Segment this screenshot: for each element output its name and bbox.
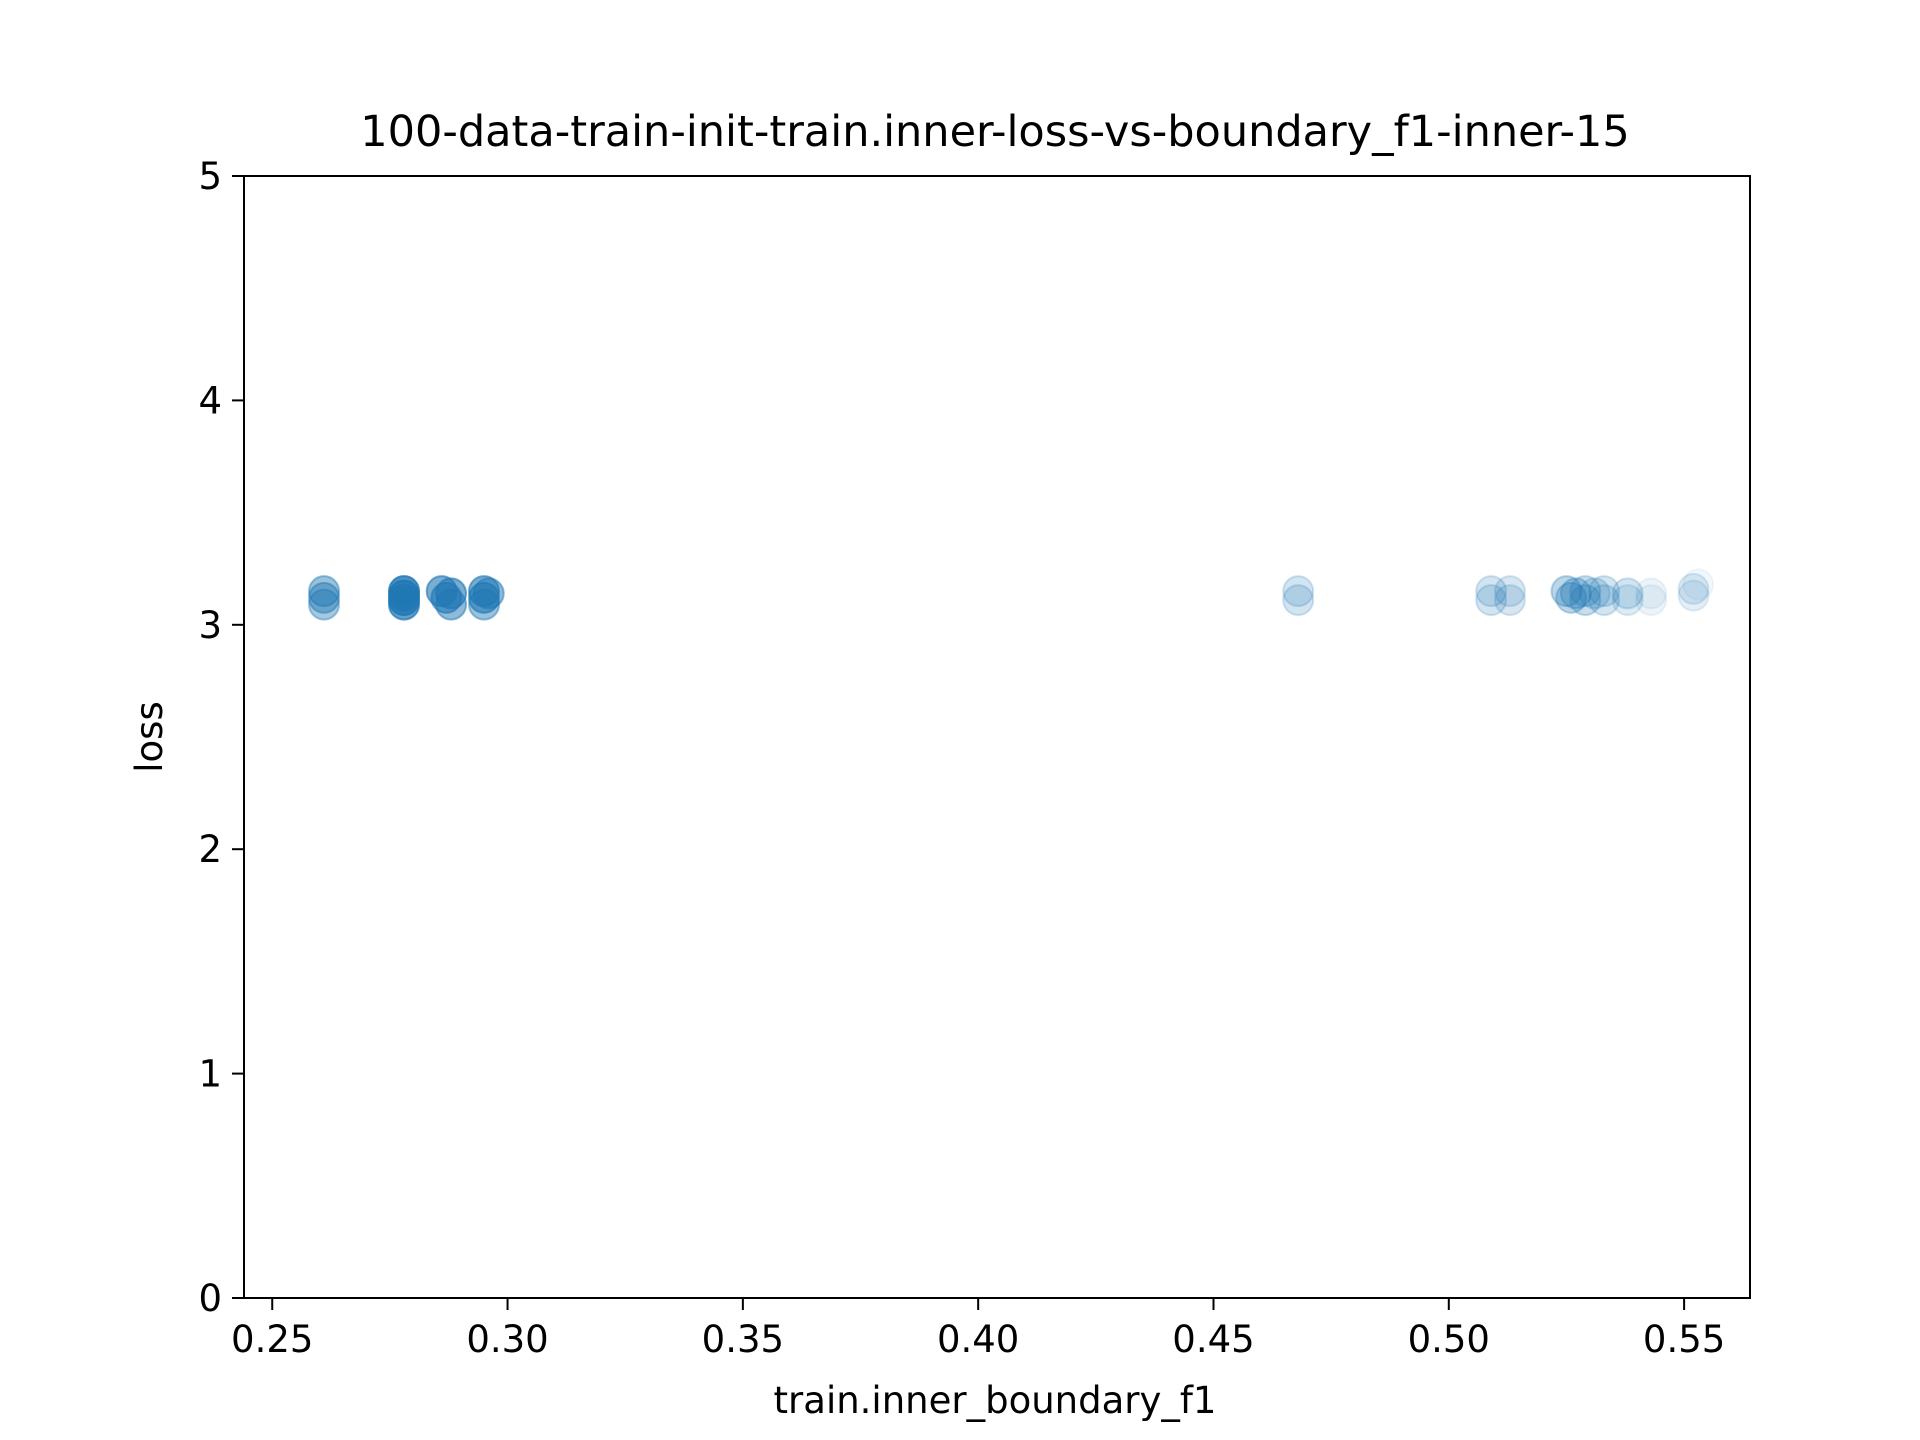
x-axis: 0.25 0.30 0.35 0.40 0.45 0.50 0.55	[231, 1298, 1725, 1361]
data-point-0-35	[1682, 568, 1715, 601]
data-point-0-15	[1282, 575, 1315, 608]
data-point-0-0	[308, 575, 341, 608]
x-tick-label-1: 0.30	[466, 1318, 548, 1361]
x-tick-label-6: 0.55	[1643, 1318, 1725, 1361]
data-point-0-22	[1555, 581, 1588, 614]
y-tick-label-4: 4	[198, 379, 222, 422]
data-point-0-14	[468, 588, 501, 621]
y-axis: 0 1 2 3 4 5	[198, 155, 244, 1320]
data-point-0-20	[1493, 584, 1526, 617]
data-point-0-26	[1578, 577, 1611, 610]
data-point-0-33	[1677, 572, 1710, 605]
x-tick-label-2: 0.35	[702, 1318, 784, 1361]
plot-area-frame	[243, 175, 1751, 1299]
data-point-0-23	[1559, 577, 1592, 610]
data-point-0-30	[1611, 584, 1644, 617]
x-axis-label: train.inner_boundary_f1	[774, 1379, 1217, 1422]
x-tick-label-3: 0.40	[937, 1318, 1019, 1361]
data-point-0-1	[308, 581, 341, 614]
y-tick-label-2: 2	[198, 828, 222, 871]
data-point-0-29	[1611, 577, 1644, 610]
x-tick-label-5: 0.50	[1408, 1318, 1490, 1361]
data-point-0-6	[388, 588, 421, 621]
x-tick-label-4: 0.45	[1172, 1318, 1254, 1361]
y-tick-label-3: 3	[198, 604, 222, 647]
data-points	[308, 568, 1715, 621]
data-point-0-24	[1569, 575, 1602, 608]
data-point-0-10	[435, 588, 468, 621]
y-tick-label-0: 0	[198, 1277, 222, 1320]
data-point-0-31	[1635, 577, 1668, 610]
data-point-0-13	[472, 577, 505, 610]
data-point-0-16	[1282, 584, 1315, 617]
data-point-0-27	[1588, 575, 1621, 608]
data-point-0-2	[308, 588, 341, 621]
y-tick-label-1: 1	[198, 1053, 222, 1096]
data-point-0-21	[1550, 575, 1583, 608]
data-point-0-25	[1569, 584, 1602, 617]
data-point-0-28	[1588, 584, 1621, 617]
y-tick-label-5: 5	[198, 155, 222, 198]
chart-title: 100-data-train-init-train.inner-loss-vs-…	[360, 107, 1629, 157]
data-point-0-34	[1677, 579, 1710, 612]
y-axis-label: loss	[128, 701, 171, 772]
data-point-0-18	[1475, 584, 1508, 617]
data-point-0-17	[1475, 575, 1508, 608]
data-point-0-32	[1635, 584, 1668, 617]
data-point-0-19	[1493, 575, 1526, 608]
x-tick-label-0: 0.25	[231, 1318, 313, 1361]
